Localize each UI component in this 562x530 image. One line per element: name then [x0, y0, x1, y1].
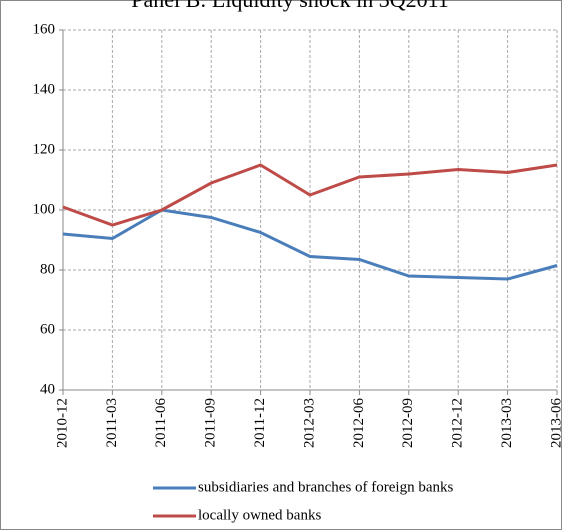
- x-tick-label: 2011-06: [153, 398, 169, 448]
- legend-label: subsidiaries and branches of foreign ban…: [198, 479, 454, 495]
- x-tick-label: 2011-12: [252, 398, 268, 447]
- x-tick-label: 2012-03: [301, 398, 317, 448]
- x-tick-label: 2013-03: [499, 398, 515, 448]
- y-tick-label: 60: [40, 321, 55, 337]
- y-tick-label: 120: [33, 141, 56, 157]
- x-tick-label: 2010-12: [54, 398, 70, 448]
- chart-title: Panel B: Liquidity shock in 3Q2011: [131, 0, 449, 12]
- y-tick-label: 140: [33, 81, 56, 97]
- y-tick-label: 40: [40, 381, 55, 397]
- legend-label: locally owned banks: [198, 507, 321, 523]
- y-tick-label: 80: [40, 261, 55, 277]
- y-tick-label: 100: [33, 201, 56, 217]
- x-tick-label: 2011-03: [104, 398, 120, 447]
- x-tick-label: 2012-09: [400, 398, 416, 448]
- y-tick-label: 160: [33, 21, 56, 37]
- x-tick-label: 2012-06: [351, 398, 367, 448]
- x-tick-label: 2011-09: [203, 398, 219, 447]
- line-series: [62, 208, 558, 281]
- x-tick-label: 2012-12: [450, 398, 466, 448]
- line-series: [62, 163, 558, 227]
- x-tick-label: 2013-06: [548, 398, 562, 448]
